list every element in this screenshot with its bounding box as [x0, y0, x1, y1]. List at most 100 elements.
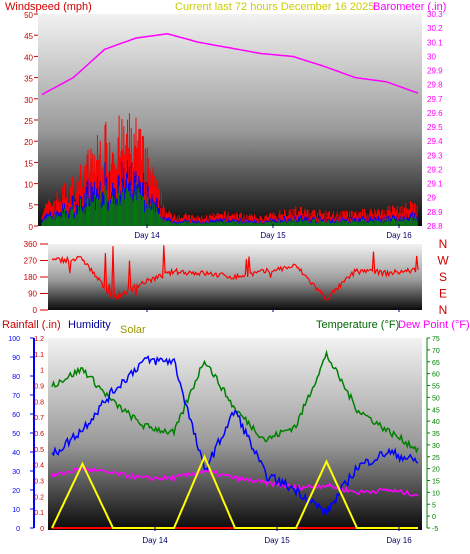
temperature-tick-label: 5 — [432, 502, 436, 509]
direction-tick-label: 270 — [24, 257, 38, 266]
wind-tick-label: 10 — [24, 181, 33, 190]
humidity-tick-label: 20 — [12, 488, 20, 495]
mid-left-ticks: 0 90 180 270 360 — [24, 240, 48, 315]
humidity-tick-label: 50 — [12, 431, 20, 438]
rain-tick-label: 1.1 — [34, 352, 44, 359]
barometer-tick-label: 29.2 — [427, 165, 443, 174]
humidity-line — [51, 355, 419, 518]
wind-tick-label: 50 — [24, 11, 33, 20]
temperature-tick-label: 60 — [432, 372, 440, 379]
rain-tick-label: 1.2 — [34, 336, 44, 343]
top-series — [41, 33, 419, 226]
barometer-line — [41, 33, 419, 96]
bottom-series — [51, 349, 419, 529]
rain-tick-label: 1 — [40, 368, 44, 375]
temperature-tick-label: 70 — [432, 348, 440, 355]
compass-label: E — [439, 287, 447, 301]
compass-label: N — [439, 303, 448, 317]
barometer-tick-label: 29 — [427, 194, 436, 203]
barometer-tick-label: 29.5 — [427, 123, 443, 132]
barometer-tick-label: 29.9 — [427, 67, 443, 76]
temperature-label: Temperature (°F) — [316, 319, 399, 331]
wind-tick-label: 45 — [24, 32, 33, 41]
mid-plot-area — [48, 244, 422, 310]
direction-tick-label: 90 — [28, 290, 37, 299]
temperature-tick-label: 10 — [432, 490, 440, 497]
temperature-tick-label: 50 — [432, 395, 440, 402]
rain-tick-label: 0.1 — [34, 510, 44, 517]
barometer-tick-label: 29.7 — [427, 95, 443, 104]
rain-label: Rainfall (.in) — [2, 319, 61, 331]
humidity-tick-label: 10 — [12, 507, 20, 514]
temperature-tick-label: -5 — [432, 526, 438, 533]
wind-tick-label: 20 — [24, 138, 33, 147]
barometer-tick-label: 29.3 — [427, 151, 443, 160]
barometer-tick-label: 30 — [427, 52, 436, 61]
humidity-label: Humidity — [68, 319, 111, 331]
barometer-tick-label: 29.6 — [427, 109, 443, 118]
barometer-tick-label: 29.4 — [427, 137, 443, 146]
temperature-tick-label: 30 — [432, 443, 440, 450]
wind-tick-label: 5 — [29, 202, 34, 211]
barometer-tick-label: 30.1 — [427, 38, 443, 47]
barometer-tick-label: 29.8 — [427, 81, 443, 90]
top-right-ticks: 28.8 28.9 29 29.1 29.2 29.3 29.4 29.5 29.6 29.7 29… — [427, 10, 443, 231]
compass-label: W — [437, 254, 449, 268]
rain-tick-label: 0.8 — [34, 399, 44, 406]
rain-tick-label: 0 — [40, 526, 44, 533]
humidity-tick-label: 100 — [8, 336, 20, 343]
wind-tick-label: 25 — [24, 117, 33, 126]
mid-series — [51, 245, 419, 312]
direction-tick-label: 0 — [33, 306, 38, 315]
barometer-label: Barometer (.in) — [373, 1, 446, 13]
temperature-tick-label: 55 — [432, 384, 440, 391]
bottom-day-labels: Day 14 Day 15 Day 16 — [142, 526, 412, 545]
wind-tick-label: 40 — [24, 53, 33, 62]
wind-tick-label: 30 — [24, 96, 33, 105]
temperature-line — [51, 349, 419, 454]
barometer-tick-label: 28.9 — [427, 208, 443, 217]
wind-tick-label: 35 — [24, 75, 33, 84]
rain-tick-label: 0.3 — [34, 479, 44, 486]
wind-tick-label: 15 — [24, 159, 33, 168]
current-title: Current last 72 hours December 16 2025 — [175, 1, 374, 13]
temperature-tick-label: 0 — [432, 514, 436, 521]
humidity-tick-label: 30 — [12, 469, 20, 476]
solar-line — [51, 454, 418, 529]
rain-tick-label: 0.6 — [34, 431, 44, 438]
day-label: Day 16 — [386, 231, 412, 240]
day-label: Day 14 — [142, 536, 168, 545]
temperature-tick-label: 75 — [432, 336, 440, 343]
temperature-tick-label: 20 — [432, 467, 440, 474]
bottom-axes: 010203040506070809010000.10.20.30.40.50.… — [8, 336, 440, 533]
temperature-tick-label: 65 — [432, 360, 440, 367]
solar-label: Solar — [120, 324, 146, 336]
top-left-ticks: 0 5 10 15 20 25 30 35 40 45 50 — [24, 11, 38, 232]
barometer-tick-label: 30.2 — [427, 24, 443, 33]
temperature-tick-label: 40 — [432, 419, 440, 426]
dew-point-line — [51, 466, 419, 497]
day-label: Day 15 — [264, 536, 290, 545]
dew-point-label: Dew Point (°F) — [398, 319, 470, 331]
humidity-tick-label: 40 — [12, 450, 20, 457]
wind-tick-label: 0 — [29, 223, 34, 232]
temperature-tick-label: 15 — [432, 479, 440, 486]
rain-tick-label: 0.9 — [34, 384, 44, 391]
barometer-tick-label: 28.8 — [427, 222, 443, 231]
day-label: Day 16 — [386, 536, 412, 545]
humidity-tick-label: 80 — [12, 374, 20, 381]
temperature-tick-label: 25 — [432, 455, 440, 462]
temperature-tick-label: 35 — [432, 431, 440, 438]
windspeed-label: Windspeed (mph) — [5, 1, 92, 13]
humidity-tick-label: 90 — [12, 355, 20, 362]
bottom-plot-area — [48, 338, 422, 530]
compass-label: N — [439, 237, 448, 251]
humidity-tick-label: 60 — [12, 412, 20, 419]
humidity-tick-label: 0 — [16, 526, 20, 533]
rain-tick-label: 0.2 — [34, 494, 44, 501]
day-label: Day 14 — [134, 231, 160, 240]
wind-direction-line — [51, 245, 419, 301]
rain-tick-label: 0.5 — [34, 447, 44, 454]
